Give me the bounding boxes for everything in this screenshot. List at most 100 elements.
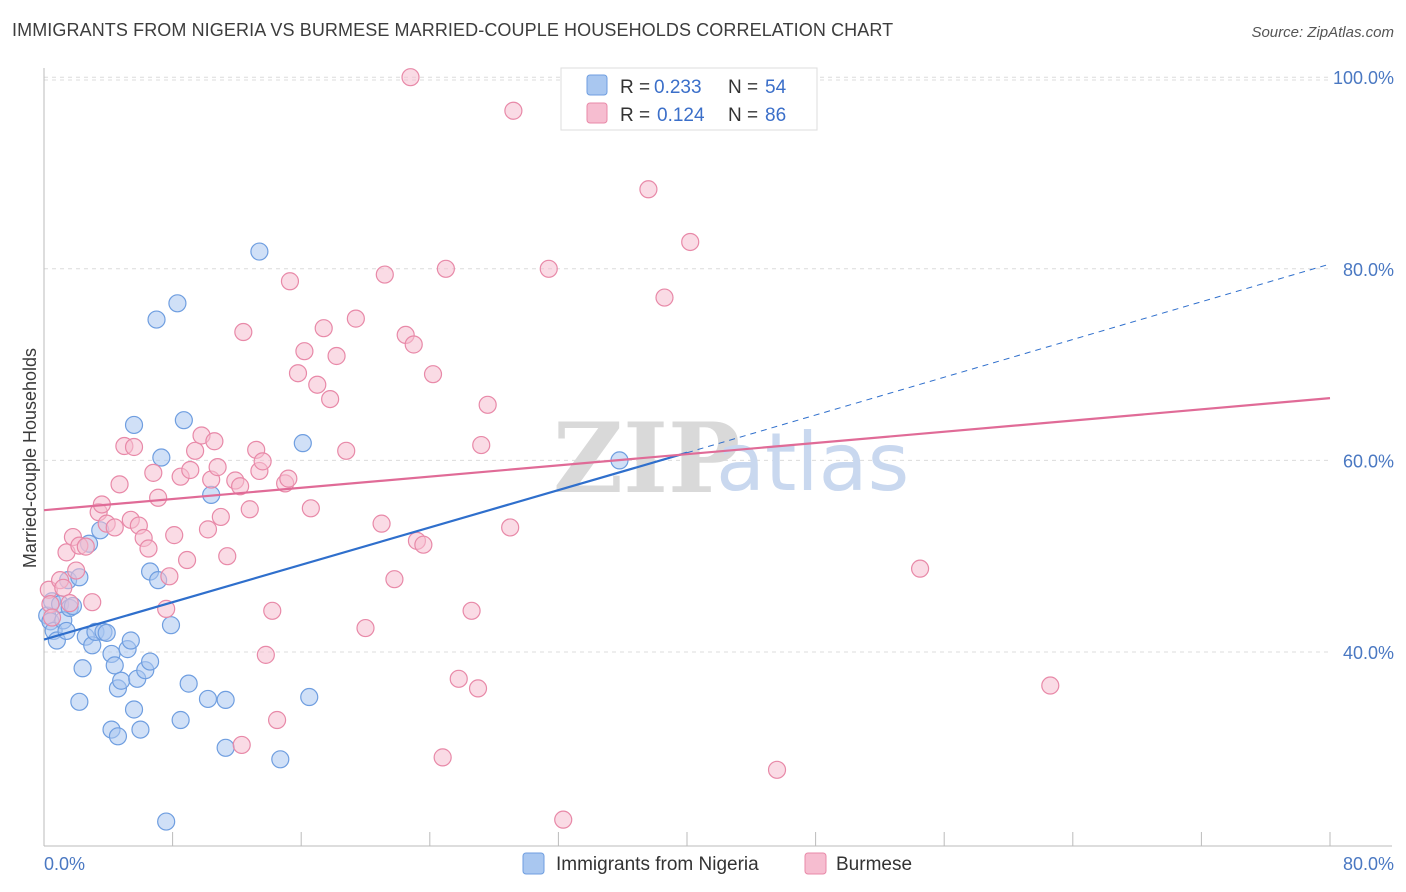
series-legend: Immigrants from Nigeria Burmese (522, 852, 912, 875)
nigeria-point (131, 720, 150, 739)
burmese-point (208, 458, 227, 477)
burmese-point (205, 432, 224, 451)
nigeria-point (124, 700, 144, 719)
burmese-point (462, 601, 481, 620)
nigeria-point (161, 616, 181, 635)
y-tick-label: 100.0% (1333, 68, 1394, 88)
burmese-point (1041, 676, 1060, 695)
burmese-point (218, 547, 237, 566)
burmese-point (295, 342, 314, 361)
burmese-point (468, 679, 488, 698)
legend-r-value-nigeria: 0.233 (654, 77, 702, 98)
watermark: ZIP atlas (553, 402, 909, 515)
nigeria-point (121, 631, 140, 650)
nigeria-point (293, 434, 312, 453)
legend-swatch-burmese (586, 102, 608, 124)
series-legend-label-nigeria: Immigrants from Nigeria (556, 854, 759, 875)
burmese-point (767, 760, 787, 779)
x-tick-label-max: 80.0% (1343, 854, 1394, 874)
chart-source: Source: ZipAtlas.com (1251, 24, 1394, 41)
burmese-point (256, 645, 275, 664)
chart-title: IMMIGRANTS FROM NIGERIA VS BURMESE MARRI… (12, 20, 894, 40)
nigeria-point (105, 656, 124, 675)
legend-r-value-burmese: 0.124 (657, 105, 705, 126)
nigeria-point (140, 652, 160, 671)
burmese-point (385, 570, 404, 589)
nigeria-point (124, 415, 144, 435)
nigeria-point (216, 690, 235, 710)
x-tick-labels: 0.0% 80.0% (44, 854, 1394, 874)
nigeria-point (112, 671, 131, 690)
series-nigeria-points (38, 242, 629, 831)
nigeria-point (171, 710, 190, 730)
burmese-point (42, 608, 62, 627)
burmese-point (414, 535, 433, 554)
legend-n-value-nigeria: 54 (765, 77, 787, 98)
burmese-point (308, 375, 327, 394)
nigeria-point (198, 689, 218, 709)
legend-n-label-nigeria: N = (728, 77, 758, 98)
watermark-atlas: atlas (716, 416, 909, 509)
burmese-point (404, 335, 423, 354)
y-tick-label: 60.0% (1343, 451, 1394, 471)
burmese-point (263, 601, 282, 620)
nigeria-point (157, 812, 176, 831)
burmese-point (681, 232, 700, 252)
burmese-point (346, 309, 365, 328)
burmese-point (321, 389, 340, 409)
burmese-point (372, 514, 391, 533)
burmese-point (139, 539, 158, 558)
burmese-point (436, 259, 455, 278)
series-legend-label-burmese: Burmese (836, 854, 912, 875)
burmese-point (449, 669, 468, 688)
burmese-point (375, 265, 394, 284)
burmese-point (124, 437, 144, 457)
burmese-point (198, 520, 218, 539)
axes (43, 68, 1392, 847)
burmese-point (83, 593, 102, 612)
burmese-point (539, 259, 558, 278)
burmese-point (165, 526, 184, 545)
legend-r-label-burmese: R = (620, 105, 650, 126)
burmese-point (234, 322, 253, 342)
nigeria-point (108, 727, 128, 746)
burmese-point (279, 469, 298, 488)
burmese-point (211, 507, 230, 527)
x-tick-label-min: 0.0% (44, 854, 85, 874)
series-legend-swatch-nigeria (522, 852, 545, 875)
burmese-point (501, 518, 520, 537)
trend-line-burmese (43, 397, 1331, 512)
nigeria-point (152, 448, 171, 467)
trend-lines (43, 263, 1331, 641)
nigeria-point (174, 411, 193, 430)
trend-line-nigeria-extension (686, 263, 1331, 454)
burmese-point (181, 460, 200, 480)
nigeria-point (168, 294, 187, 313)
burmese-point (356, 618, 375, 638)
legend-r-label-nigeria: R = (620, 77, 650, 98)
nigeria-point (216, 738, 235, 757)
burmese-point (337, 441, 356, 460)
burmese-point (504, 101, 523, 120)
burmese-point (301, 499, 320, 518)
stats-legend: R = 0.233 N = 54 R = 0.124 N = 86 (560, 67, 818, 131)
burmese-point (314, 319, 333, 338)
burmese-point (910, 559, 930, 578)
burmese-point (423, 365, 443, 384)
nigeria-point (271, 750, 290, 769)
burmese-point (54, 578, 73, 597)
burmese-point (280, 272, 300, 291)
series-burmese-points (39, 68, 1060, 829)
nigeria-point (179, 674, 198, 693)
legend-n-value-burmese: 86 (765, 105, 786, 126)
burmese-point (288, 364, 308, 383)
y-tick-label: 80.0% (1343, 260, 1394, 280)
burmese-point (76, 537, 95, 556)
burmese-point (472, 435, 491, 455)
trend-line-nigeria (43, 451, 688, 641)
burmese-point (231, 477, 250, 496)
burmese-point (186, 441, 205, 460)
nigeria-point (147, 310, 166, 329)
y-tick-label: 40.0% (1343, 643, 1394, 663)
